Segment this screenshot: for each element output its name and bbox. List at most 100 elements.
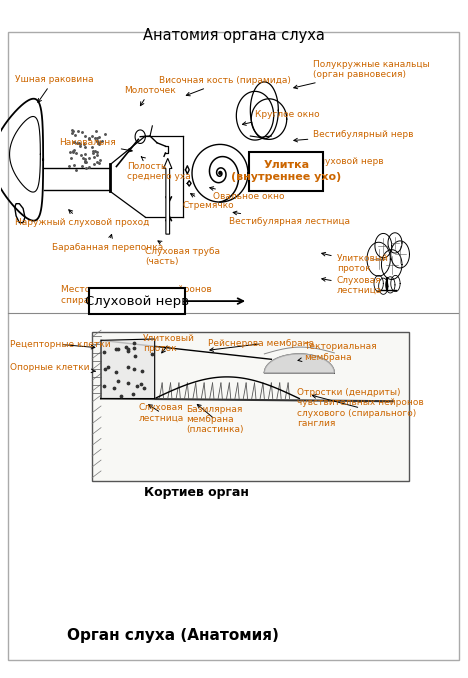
Point [69,146,77,157]
Point [81,131,88,142]
Point [77,149,84,160]
Text: Рецепторные клетки: Рецепторные клетки [10,340,110,349]
Text: Слуховой нерв: Слуховой нерв [85,295,189,308]
Point [71,129,79,140]
Point [81,149,89,160]
Point [97,136,104,147]
Point [70,160,77,171]
Point [140,382,148,393]
Text: Базилярная
мембрана
(пластинка): Базилярная мембрана (пластинка) [186,404,244,435]
Text: Место расположения нейронов
спирального ганглия: Место расположения нейронов спирального … [61,285,212,304]
Point [88,142,96,153]
Point [94,157,101,167]
Text: Опорные клетки: Опорные клетки [10,363,95,373]
Point [82,163,89,174]
Point [95,132,103,142]
Point [91,133,98,144]
FancyBboxPatch shape [249,152,323,191]
Point [81,155,88,166]
Text: Молоточек: Молоточек [124,85,176,106]
Point [73,137,80,148]
Point [104,362,111,373]
Point [133,380,141,391]
Point [68,125,76,136]
Point [93,135,101,146]
Polygon shape [264,354,334,373]
Point [139,365,146,376]
Point [124,378,132,388]
Text: Отростки (дендриты)
чувствительных нейронов
слухового (спирального)
ганглия: Отростки (дендриты) чувствительных нейро… [297,388,424,428]
Point [130,388,137,399]
Point [72,164,80,175]
Point [94,138,102,148]
Point [81,156,89,167]
Text: Ушная раковина: Ушная раковина [15,75,93,102]
Point [79,153,87,163]
Text: Улитка
(внутреннее ухо): Улитка (внутреннее ухо) [231,161,341,182]
Text: Рейснерова мембрана: Рейснерова мембрана [208,339,314,351]
Point [93,132,101,143]
Point [88,131,96,142]
Point [114,344,122,355]
Text: Слуховая труба
(часть): Слуховая труба (часть) [146,241,220,266]
Point [112,367,120,378]
Text: Барабанная перепонка: Барабанная перепонка [52,235,163,252]
Point [75,138,83,148]
Point [95,139,103,150]
Text: Вестибулярная лестница: Вестибулярная лестница [229,211,351,226]
Point [82,141,89,152]
Point [90,159,97,170]
Text: Височная кость (пирамида): Височная кость (пирамида) [159,76,291,96]
FancyBboxPatch shape [89,288,185,314]
Point [70,137,78,148]
Point [85,162,93,173]
Text: Слуховая
лестница: Слуховая лестница [139,403,183,422]
Point [130,338,138,348]
FancyBboxPatch shape [92,332,410,481]
Point [67,153,74,164]
Text: Улитковый
проток: Улитковый проток [322,252,388,273]
Polygon shape [101,339,155,399]
Point [81,139,88,150]
Point [78,161,86,172]
Point [110,382,117,393]
Text: Слуховой нерв: Слуховой нерв [294,157,384,165]
Point [130,342,138,353]
Point [95,158,102,169]
Point [96,155,104,166]
Text: Вестибулярный нерв: Вестибулярный нерв [294,130,414,142]
Point [138,379,145,390]
Point [123,342,130,353]
Point [86,152,93,163]
Point [91,152,98,163]
Point [66,146,73,157]
Text: Овальное окно: Овальное окно [210,186,285,201]
Point [71,144,78,155]
Text: Полукружные канальцы
(орган равновесия): Полукружные канальцы (орган равновесия) [294,60,430,89]
Point [74,125,82,136]
Point [89,145,97,156]
Text: Анатомия органа слуха: Анатомия органа слуха [143,28,325,43]
Point [73,148,80,159]
Point [99,136,106,147]
Point [69,145,77,156]
Point [76,139,83,150]
Point [69,125,76,136]
Point [101,128,108,139]
Point [82,157,90,167]
Text: Орган слуха (Анатомия): Орган слуха (Анатомия) [67,628,279,643]
Point [79,127,86,138]
Text: Слуховая
лестница: Слуховая лестница [322,276,382,295]
Point [66,161,73,172]
Text: Текториальная
мембрана: Текториальная мембрана [298,342,377,361]
Point [94,146,101,157]
Point [70,136,78,147]
FancyArrow shape [163,159,172,234]
Text: Кортиев орган: Кортиев орган [144,486,249,499]
Text: Полость
среднего уха: Полость среднего уха [127,157,190,181]
Point [118,391,125,402]
Text: Стремячко: Стремячко [183,194,234,210]
Point [100,346,107,357]
Point [86,134,93,144]
Text: Улитковый
проток: Улитковый проток [143,334,195,353]
